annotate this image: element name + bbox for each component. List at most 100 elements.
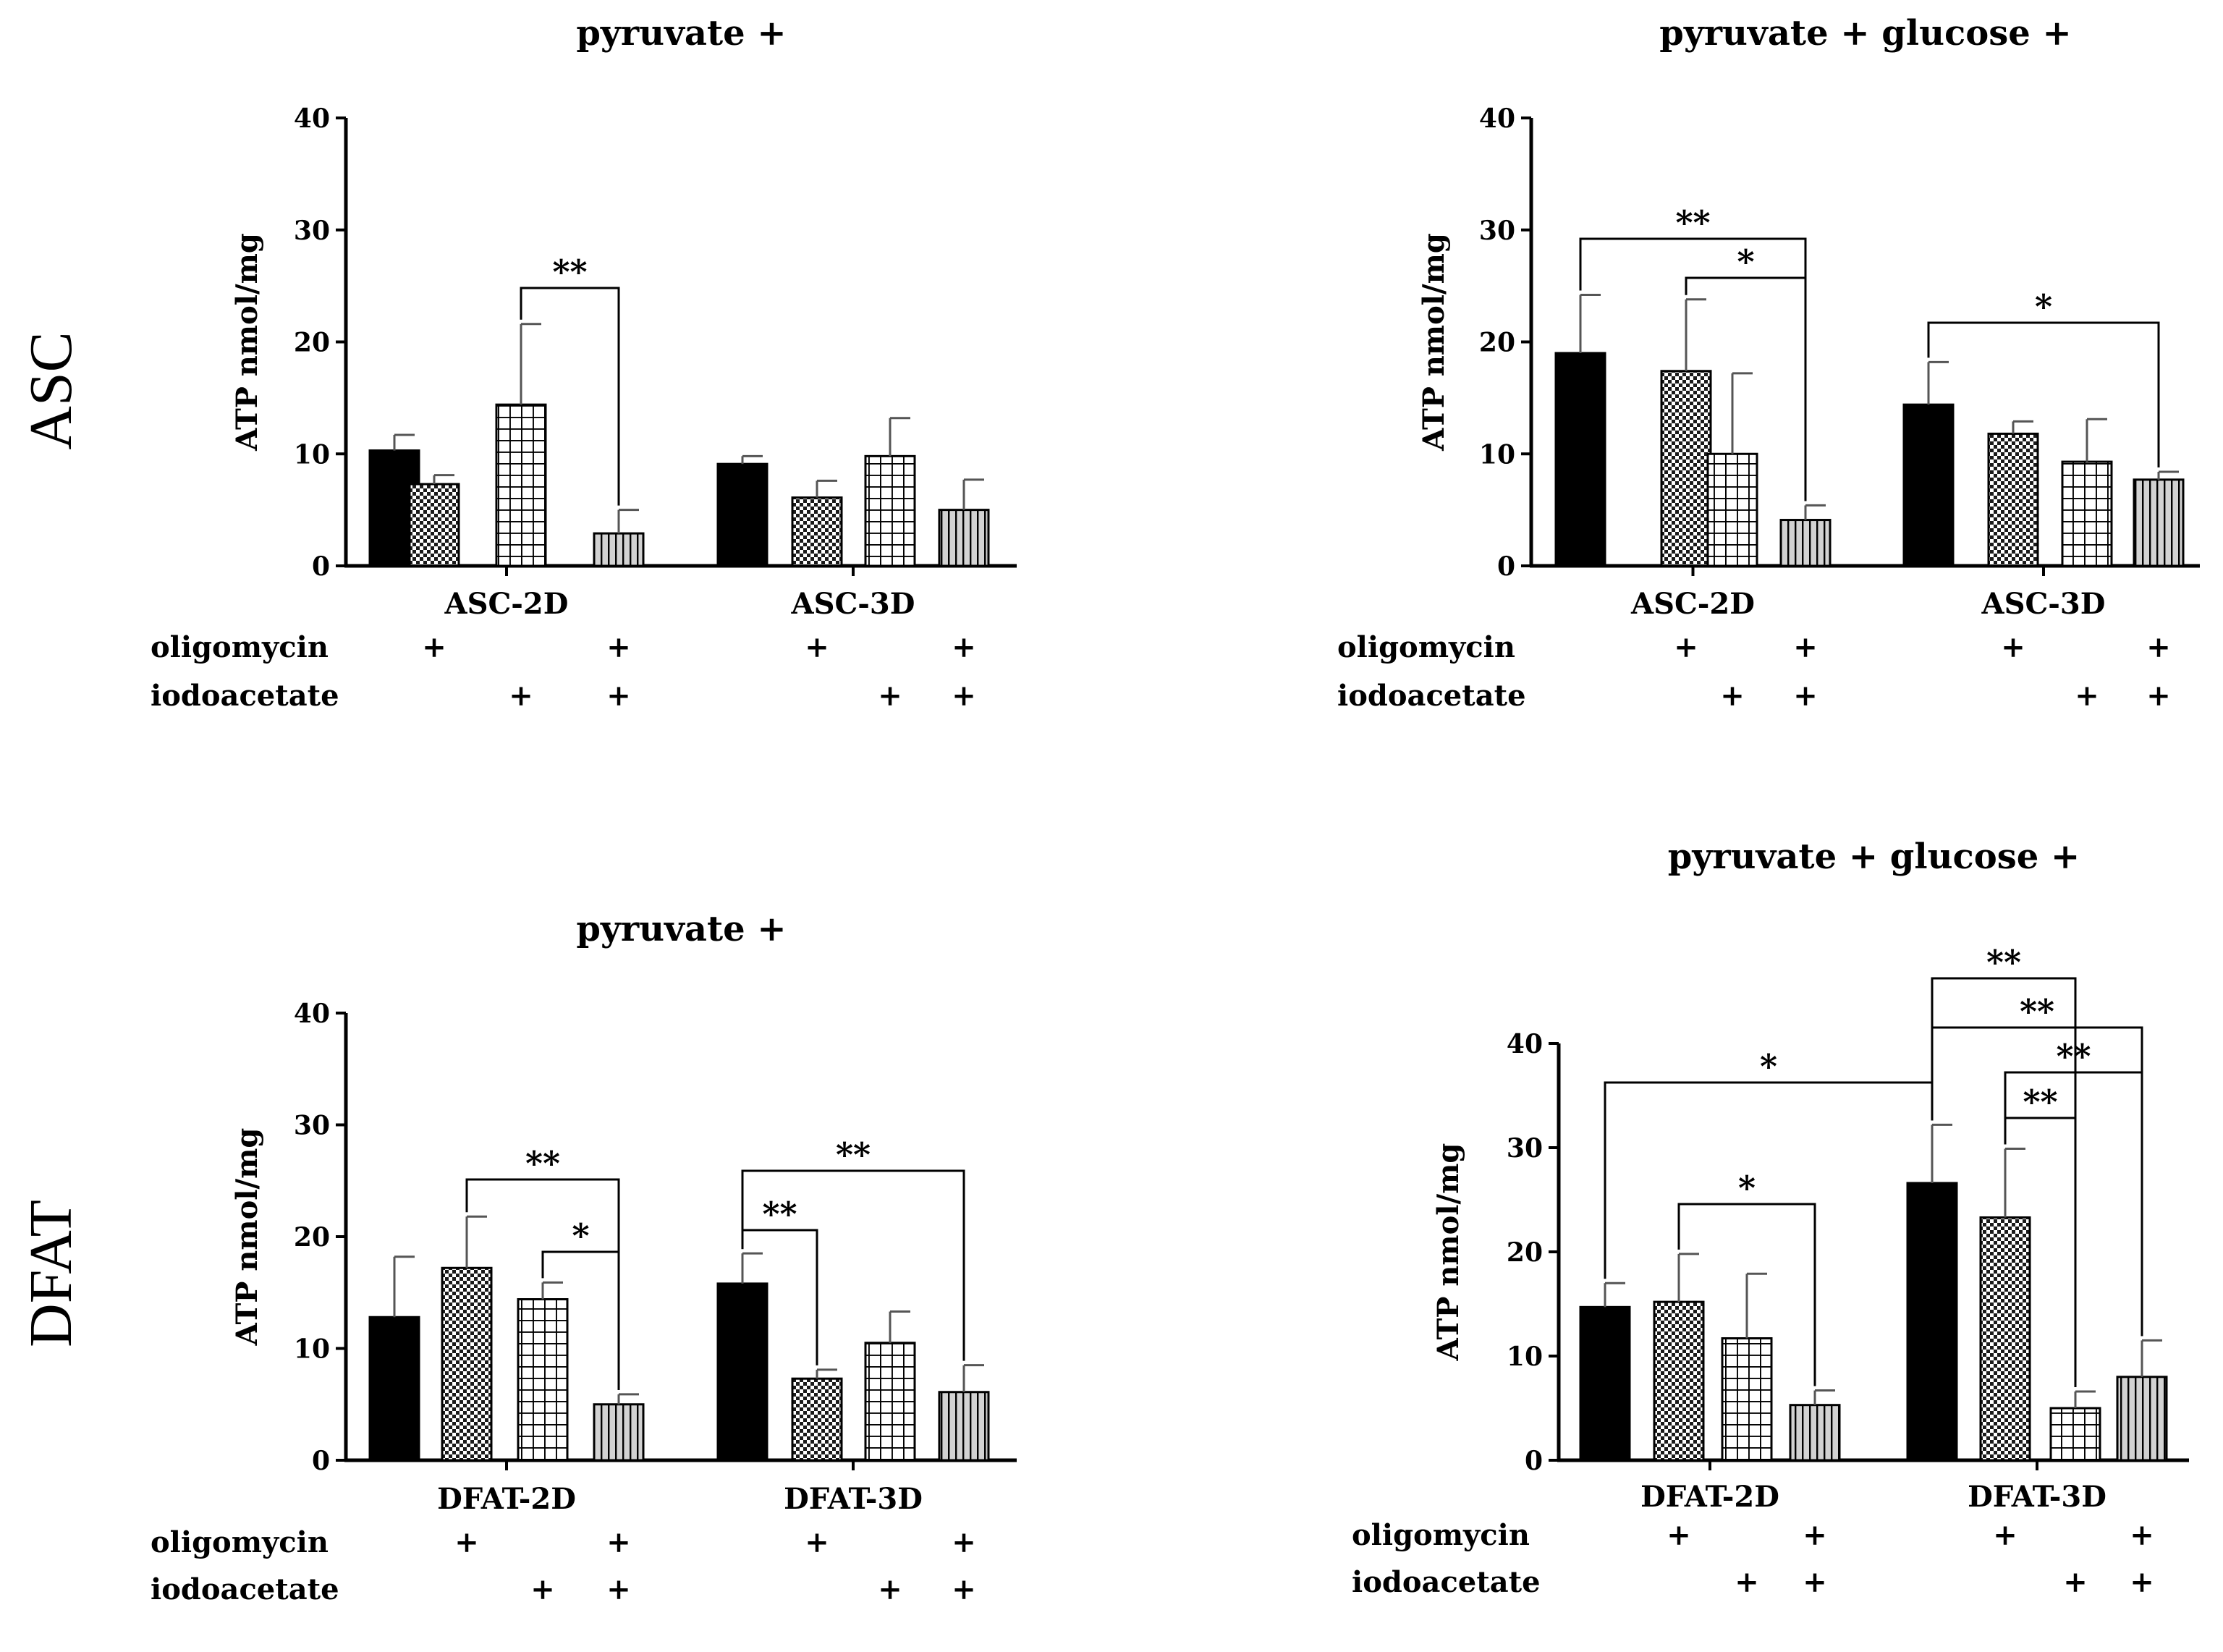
- panel-dfat-pyruvate: pyruvate + ATP nmol/mg 0 10 20 30 40 DFAT-2D + + +…: [151, 909, 1017, 1606]
- y-tick-label: 10: [1507, 1342, 1543, 1372]
- treatment-plus-sign: +: [805, 1525, 829, 1559]
- bar: [441, 1266, 493, 1462]
- significance-label: **: [2056, 1037, 2091, 1076]
- treatment-plus-sign: +: [952, 1525, 976, 1559]
- significance-label: *: [2035, 287, 2052, 326]
- treatment-plus-sign: +: [454, 1525, 479, 1559]
- treatment-plus-sign: +: [2001, 630, 2025, 664]
- y-tick-label: 20: [294, 328, 330, 358]
- y-tick-label: 30: [1479, 216, 1515, 246]
- y-tick-label: 30: [294, 1111, 330, 1141]
- significance-bracket: [2004, 1117, 2077, 1387]
- y-tick-label: 0: [1525, 1446, 1543, 1476]
- chart-title: pyruvate +: [576, 909, 786, 949]
- treatment-plus-sign: +: [805, 630, 829, 664]
- bar: [1554, 352, 1606, 567]
- bar: [1721, 1337, 1773, 1462]
- panel-asc-pyruvate-glucose: pyruvate + glucose + ATP nmol/mg 0 10 20 30 40…: [1337, 13, 2200, 713]
- bar: [1789, 1404, 1841, 1462]
- significance-label: **: [2023, 1083, 2057, 1122]
- treatment-plus-sign: +: [2130, 1565, 2154, 1599]
- y-tick-label: 0: [312, 551, 330, 582]
- significance-bracket: [2004, 1071, 2143, 1337]
- bar: [1902, 403, 1955, 567]
- treatment-plus-sign: +: [2130, 1518, 2154, 1552]
- bar: [495, 403, 547, 567]
- treatment-plus-sign: +: [1803, 1518, 1827, 1552]
- significance-bracket: [520, 287, 620, 506]
- chart-title: pyruvate +: [576, 13, 786, 54]
- significance-bracket: [1677, 1203, 1816, 1386]
- y-tick-label: 20: [294, 1222, 330, 1253]
- significance-label: **: [1675, 203, 1710, 242]
- chart-title: pyruvate + glucose +: [1659, 13, 2071, 54]
- treatment-plus-sign: +: [1793, 630, 1818, 664]
- y-axis-label: ATP nmol/mg: [230, 1128, 264, 1347]
- treatment-plus-sign: +: [878, 679, 902, 713]
- y-axis-label: ATP nmol/mg: [1431, 1143, 1465, 1362]
- condition-label: iodoacetate: [151, 679, 339, 713]
- y-tick-label: 0: [1497, 551, 1515, 582]
- bar: [938, 1391, 990, 1462]
- significance-label: *: [1738, 1169, 1756, 1208]
- bar: [864, 454, 916, 567]
- y-tick-label: 40: [294, 999, 330, 1029]
- significance-label: **: [762, 1195, 797, 1234]
- treatment-plus-sign: +: [952, 679, 976, 713]
- y-tick-label: 30: [1507, 1133, 1543, 1164]
- treatment-plus-sign: +: [878, 1572, 902, 1606]
- significance-label: *: [1737, 242, 1754, 281]
- treatment-plus-sign: +: [1793, 679, 1818, 713]
- treatment-plus-sign: +: [2146, 679, 2171, 713]
- condition-label: iodoacetate: [1352, 1565, 1541, 1599]
- bar: [1653, 1300, 1705, 1462]
- significance-bracket: [541, 1250, 620, 1390]
- x-group-label: ASC-2D: [444, 587, 569, 621]
- y-tick-label: 40: [1479, 103, 1515, 134]
- y-tick-label: 40: [1507, 1029, 1543, 1059]
- bar: [1779, 519, 1832, 567]
- condition-label: oligomycin: [1337, 630, 1515, 664]
- treatment-plus-sign: +: [509, 679, 533, 713]
- bar: [791, 1377, 843, 1462]
- condition-label: oligomycin: [1352, 1518, 1530, 1552]
- treatment-plus-sign: +: [1735, 1565, 1759, 1599]
- treatment-plus-sign: +: [606, 630, 631, 664]
- bar: [716, 462, 768, 567]
- bar: [1706, 452, 1758, 567]
- row-label-dfat: DFAT: [17, 1200, 85, 1347]
- treatment-plus-sign: +: [2146, 630, 2171, 664]
- bar: [593, 1403, 645, 1462]
- bar: [517, 1298, 569, 1462]
- condition-label: iodoacetate: [151, 1572, 339, 1606]
- x-group-label: DFAT-2D: [1640, 1480, 1779, 1514]
- y-tick-label: 10: [1479, 439, 1515, 470]
- bar: [2061, 460, 2113, 567]
- x-group-label: DFAT-2D: [437, 1482, 576, 1516]
- bar: [716, 1282, 768, 1462]
- bar: [1987, 432, 2039, 567]
- significance-label: **: [836, 1135, 871, 1174]
- treatment-plus-sign: +: [606, 1572, 631, 1606]
- bar: [2133, 478, 2185, 567]
- panel-dfat-pyruvate-glucose: pyruvate + glucose + ATP nmol/mg 0 10 20 30 40…: [1352, 836, 2189, 1599]
- bar: [593, 532, 645, 567]
- bar: [2049, 1407, 2101, 1462]
- y-tick-label: 20: [1479, 328, 1515, 358]
- treatment-plus-sign: +: [952, 1572, 976, 1606]
- chart-title: pyruvate + glucose +: [1668, 836, 2080, 877]
- x-group-label: ASC-2D: [1630, 587, 1755, 621]
- significance-label: **: [2020, 992, 2054, 1031]
- significance-label: **: [525, 1144, 560, 1183]
- x-group-label: ASC-3D: [791, 587, 915, 621]
- treatment-plus-sign: +: [606, 1525, 631, 1559]
- treatment-plus-sign: +: [2075, 679, 2099, 713]
- y-axis-label: ATP nmol/mg: [230, 233, 264, 452]
- treatment-plus-sign: +: [952, 630, 976, 664]
- y-tick-label: 0: [312, 1446, 330, 1476]
- y-tick-label: 30: [294, 216, 330, 246]
- y-tick-label: 10: [294, 439, 330, 470]
- significance-label: *: [1760, 1047, 1777, 1086]
- row-label-asc: ASC: [17, 331, 85, 449]
- bar: [938, 509, 990, 567]
